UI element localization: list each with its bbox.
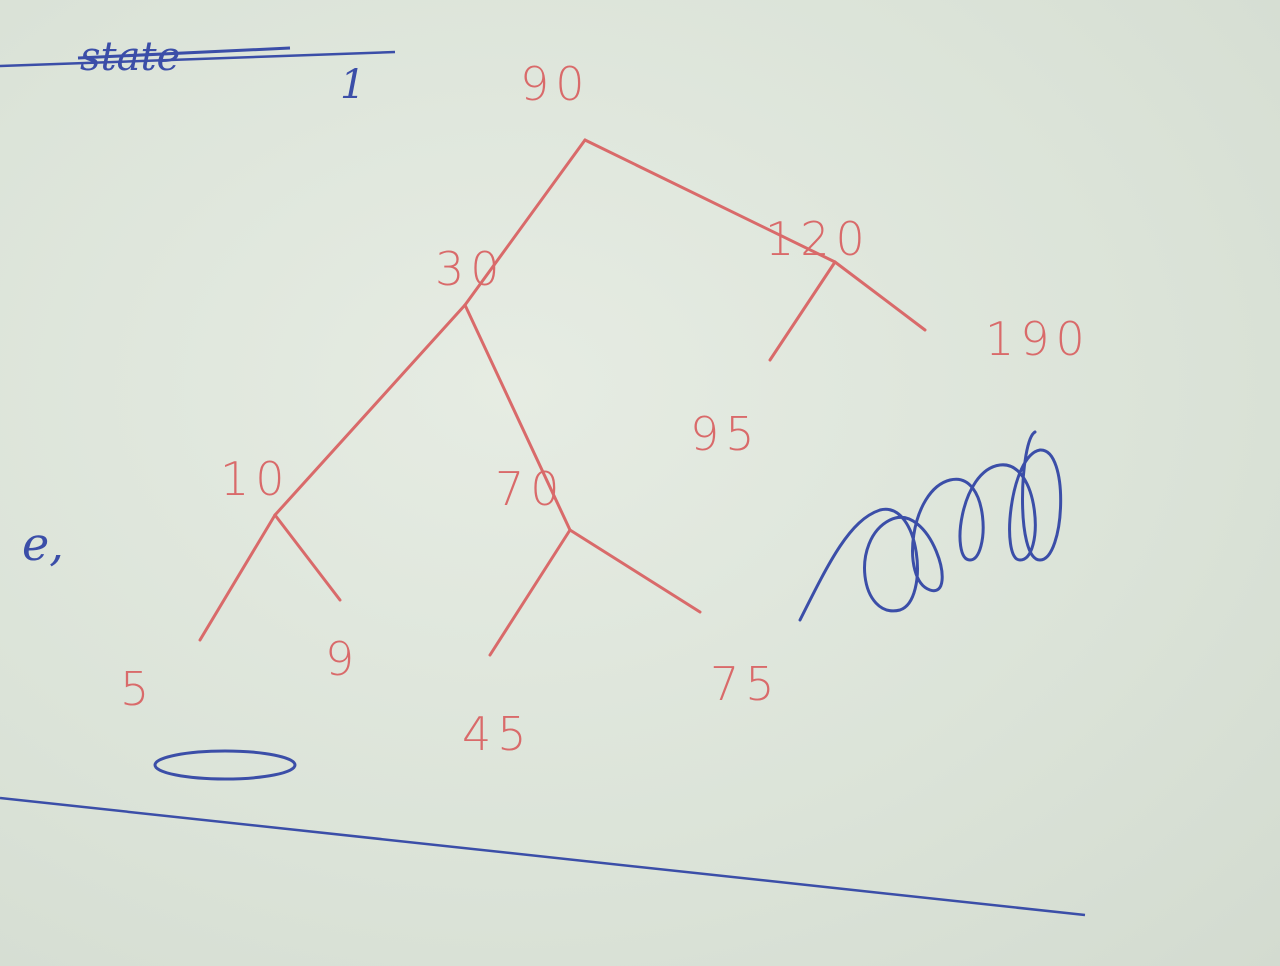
- tree-edge-n10-n9: [273, 513, 342, 602]
- tree-node-70: 70: [495, 462, 566, 516]
- side-note: e,: [22, 517, 64, 571]
- tree-edge-n70-n75: [568, 528, 702, 614]
- tree-edge-n10-n5: [198, 513, 277, 642]
- tree-edge-n120-n190: [833, 260, 927, 332]
- bottom-rule-line: [0, 796, 1086, 917]
- tree-edge-n70-n45: [488, 528, 572, 657]
- tree-node-120: 120: [765, 212, 871, 266]
- tree-node-90: 90: [520, 57, 591, 111]
- tree-node-45: 45: [462, 707, 533, 761]
- tree-node-95: 95: [690, 407, 761, 461]
- tree-node-9: 9: [325, 632, 360, 686]
- tree-edge-n90-n30: [463, 138, 587, 307]
- blue-oval-mark: [153, 749, 297, 781]
- tree-node-10: 10: [220, 452, 291, 506]
- title-strike-line: [77, 46, 291, 60]
- tree-edge-n30-n10: [273, 303, 467, 517]
- top-rule-line: [0, 50, 396, 68]
- title-mark: 1: [340, 62, 365, 108]
- tree-node-190: 190: [985, 312, 1091, 366]
- tree-node-75: 75: [710, 657, 781, 711]
- tree-edges: [198, 138, 927, 657]
- tree-node-30: 30: [435, 242, 506, 296]
- tree-edge-n30-n70: [463, 303, 572, 532]
- tree-nodes: 90 30 120 10 70 95 190 5 9 45 75: [120, 57, 1091, 761]
- tree-edge-n120-n95: [768, 260, 837, 362]
- tree-edge-n90-n120: [583, 138, 837, 264]
- tree-node-5: 5: [120, 662, 155, 716]
- blue-scribble-mark: [798, 430, 1063, 622]
